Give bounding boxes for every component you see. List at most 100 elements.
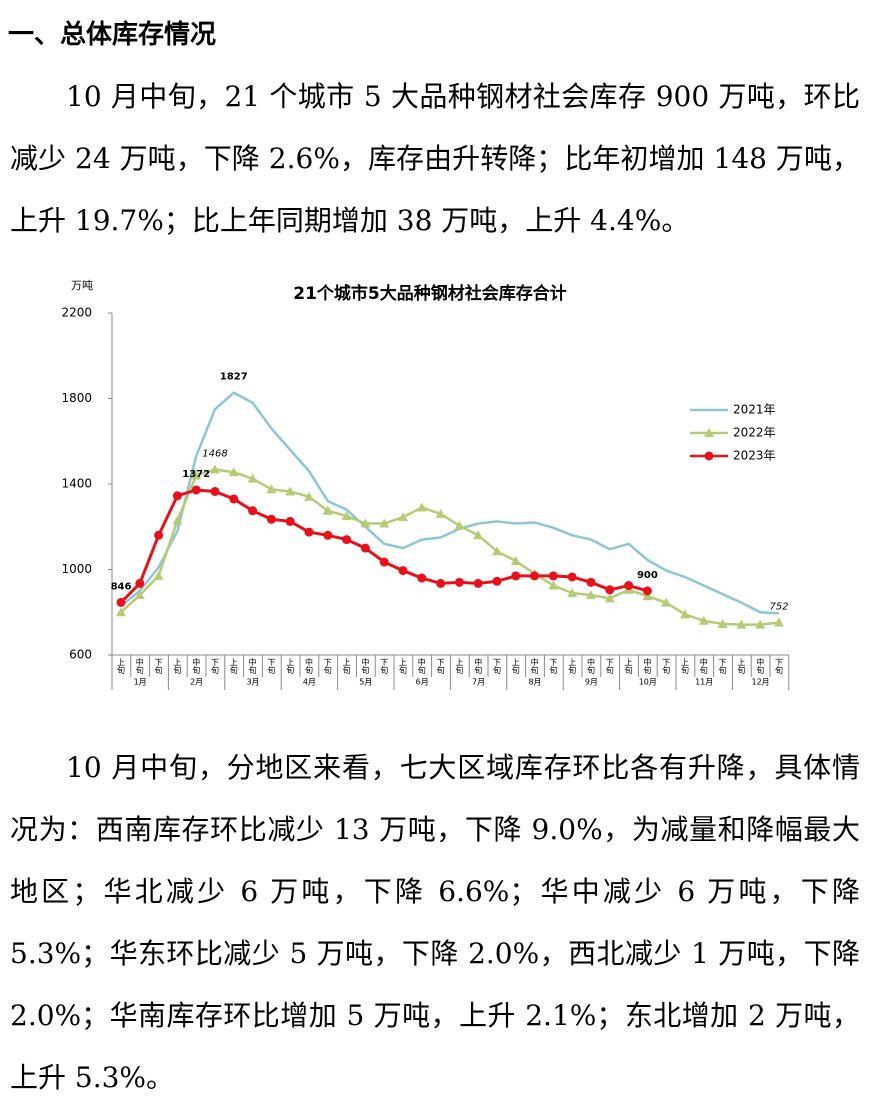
- month-label: 7月: [472, 678, 485, 687]
- x-tick-label: 下旬: [211, 658, 220, 675]
- marker: [774, 617, 784, 627]
- marker: [605, 585, 615, 595]
- x-tick-label: 下旬: [718, 658, 727, 675]
- marker: [398, 512, 408, 522]
- marker: [210, 486, 220, 496]
- marker: [379, 518, 390, 528]
- month-label: 12月: [752, 678, 770, 687]
- y-tick-label: 1800: [61, 391, 92, 405]
- marker: [511, 571, 521, 581]
- y-tick-label: 1400: [61, 477, 92, 491]
- marker: [341, 511, 352, 521]
- month-label: 10月: [639, 678, 657, 687]
- marker: [416, 502, 427, 512]
- x-tick-label: 上旬: [399, 658, 408, 675]
- y-tick-label: 2200: [61, 306, 92, 320]
- x-tick-label: 下旬: [154, 658, 163, 675]
- x-tick-label: 上旬: [286, 658, 295, 675]
- marker: [135, 578, 145, 588]
- marker: [680, 609, 690, 619]
- marker: [134, 590, 145, 600]
- marker: [492, 576, 502, 586]
- marker: [172, 515, 183, 525]
- marker: [698, 615, 709, 625]
- marker: [322, 505, 333, 515]
- x-tick-label: 中旬: [756, 657, 765, 675]
- marker: [153, 570, 164, 580]
- x-tick-label: 中旬: [305, 657, 314, 675]
- month-label: 5月: [359, 678, 372, 687]
- marker: [586, 590, 596, 600]
- data-label: 1827: [220, 372, 248, 383]
- data-label: 752: [769, 602, 788, 613]
- legend-label: 2023年: [733, 449, 776, 463]
- data-label: 1468: [202, 448, 227, 459]
- marker: [548, 571, 558, 581]
- marker: [454, 520, 465, 530]
- x-tick-label: 上旬: [681, 658, 690, 675]
- marker: [116, 607, 126, 617]
- marker: [417, 573, 427, 583]
- legend-label: 2021年: [733, 403, 776, 417]
- x-tick-label: 中旬: [587, 657, 596, 675]
- x-tick-label: 中旬: [643, 657, 652, 675]
- y-axis-label: 万吨: [71, 279, 93, 292]
- month-label: 6月: [416, 678, 429, 687]
- x-tick-label: 下旬: [775, 658, 784, 675]
- marker: [285, 486, 296, 496]
- x-tick-label: 下旬: [549, 658, 558, 675]
- marker: [604, 593, 615, 603]
- month-label: 3月: [246, 678, 259, 687]
- marker: [586, 577, 596, 587]
- marker: [436, 578, 446, 588]
- x-tick-label: 上旬: [173, 658, 182, 675]
- paragraph: 10 月中旬，21 个城市 5 大品种钢材社会库存 900 万吨，环比减少 24…: [10, 80, 860, 237]
- series-line: [120, 391, 780, 615]
- x-tick-label: 下旬: [323, 658, 332, 675]
- x-tick-label: 下旬: [605, 658, 614, 675]
- marker: [642, 586, 652, 596]
- marker: [154, 530, 164, 540]
- marker: [360, 543, 370, 553]
- x-tick-label: 中旬: [361, 657, 370, 675]
- marker: [661, 597, 672, 607]
- marker: [342, 535, 352, 545]
- month-label: 9月: [585, 678, 598, 687]
- x-tick-label: 中旬: [699, 657, 708, 675]
- series-line: [119, 488, 648, 604]
- marker: [435, 508, 446, 518]
- marker: [191, 470, 202, 480]
- marker: [266, 514, 276, 524]
- x-tick-label: 上旬: [229, 658, 238, 675]
- marker: [717, 619, 728, 629]
- x-tick-label: 上旬: [117, 658, 126, 675]
- marker: [736, 619, 747, 629]
- marker: [510, 555, 521, 565]
- month-label: 11月: [695, 678, 713, 687]
- x-tick-label: 下旬: [662, 658, 671, 675]
- month-label: 4月: [303, 678, 316, 687]
- marker: [398, 566, 408, 576]
- chart-title: 21个城市5大品种钢材社会库存合计: [293, 283, 567, 304]
- marker: [285, 516, 295, 526]
- data-label: 900: [637, 570, 658, 581]
- marker: [379, 557, 389, 567]
- month-label: 2月: [190, 678, 203, 687]
- x-tick-label: 下旬: [436, 658, 445, 675]
- marker: [266, 484, 277, 494]
- marker: [247, 473, 258, 483]
- legend-marker: [704, 428, 714, 437]
- marker: [191, 485, 201, 495]
- marker: [473, 530, 484, 540]
- x-tick-label: 上旬: [455, 658, 464, 675]
- marker: [492, 546, 502, 556]
- x-tick-label: 下旬: [267, 658, 276, 675]
- x-tick-label: 下旬: [380, 658, 389, 675]
- marker: [755, 619, 766, 629]
- x-tick-label: 中旬: [417, 657, 426, 675]
- marker: [323, 530, 333, 540]
- month-label: 1月: [134, 678, 147, 687]
- x-tick-label: 中旬: [248, 657, 257, 675]
- marker: [360, 518, 371, 528]
